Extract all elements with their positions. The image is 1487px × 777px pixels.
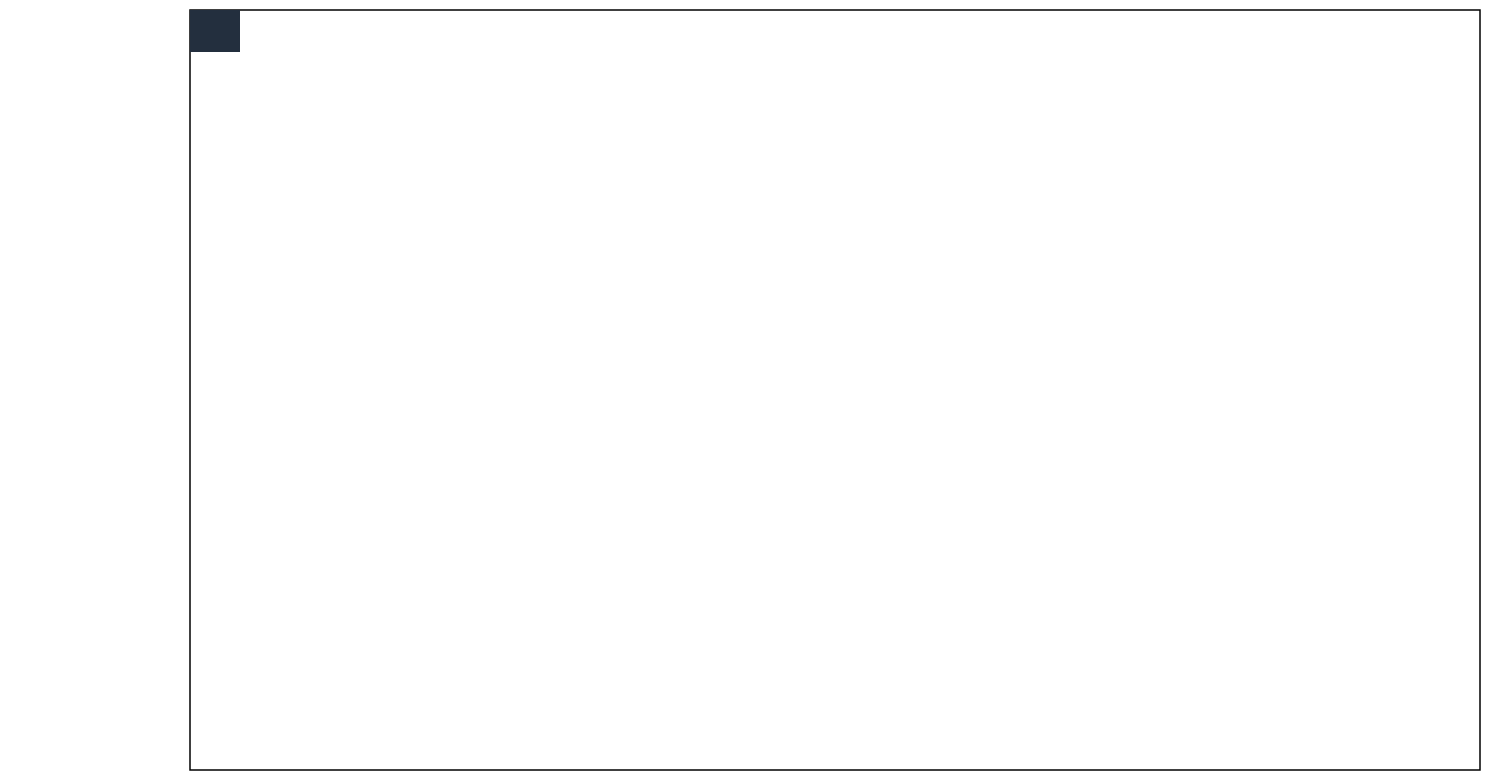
aws-logo-badge [190, 10, 240, 52]
aws-cloud-border [190, 10, 1480, 770]
